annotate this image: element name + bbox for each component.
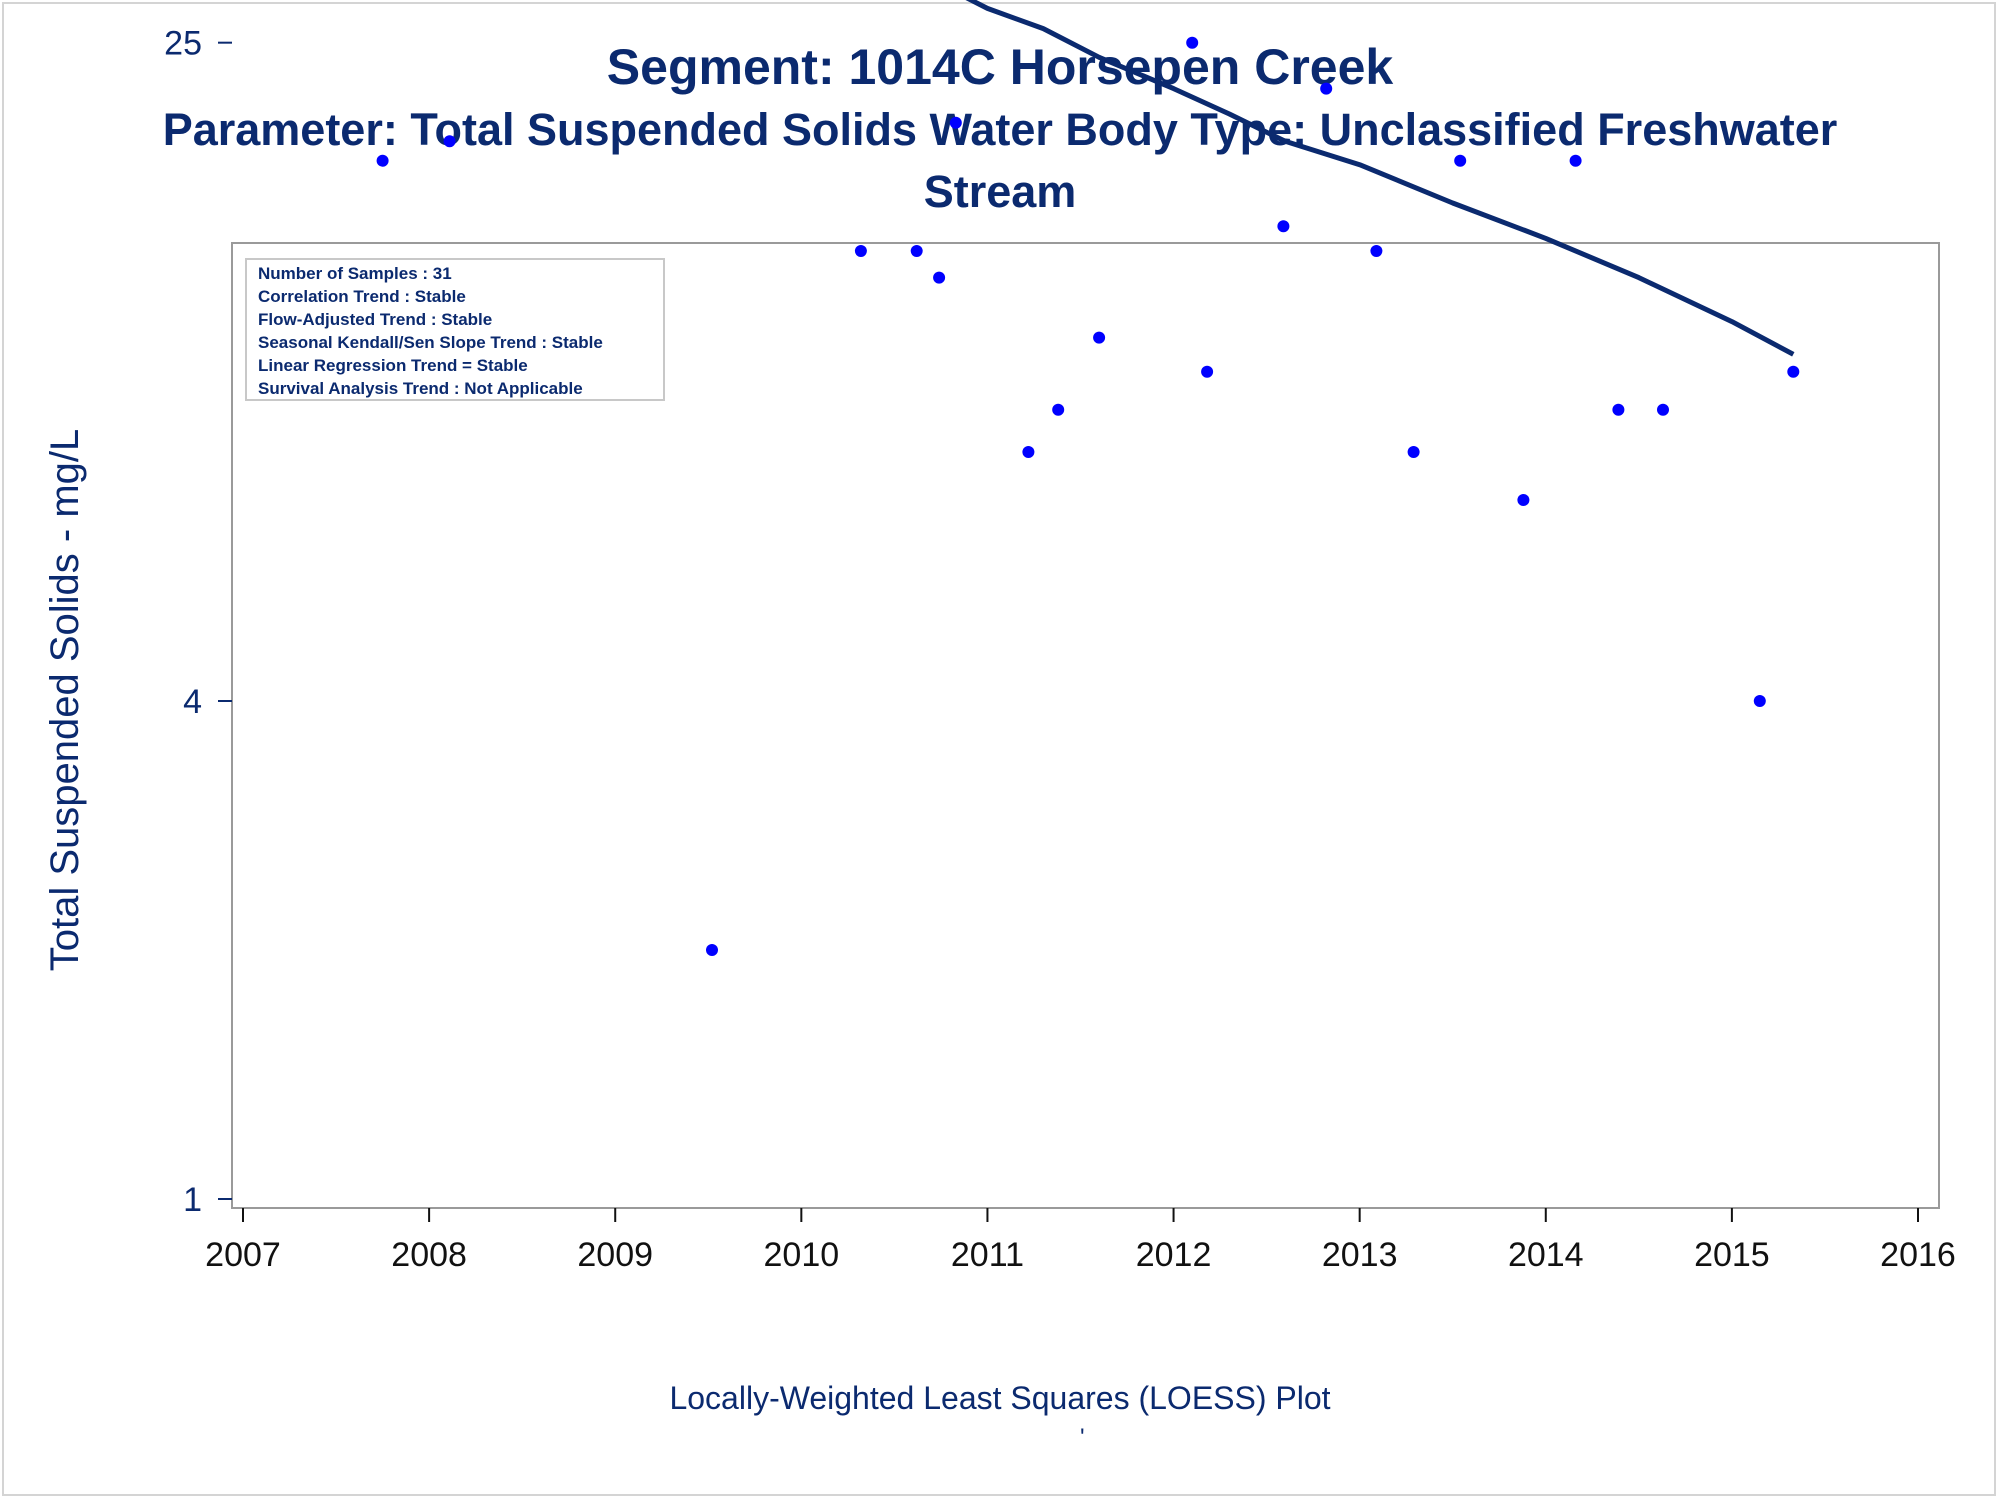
stats-sample-count: Number of Samples : 31 [258,264,452,283]
sample-point [854,245,867,257]
chart-subtitle: Parameter: Total Suspended Solids Water … [162,104,1838,155]
x-tick-label: 2014 [1508,1236,1584,1274]
x-tick-label: 2016 [1880,1236,1956,1274]
sample-points-series [376,36,1800,956]
sample-point [1787,365,1800,378]
stats-flow-adjusted-trend: Flow-Adjusted Trend : Stable [258,310,492,329]
y-tick-label: 25 [164,25,202,63]
y-tick-label: 4 [183,683,202,721]
stats-survival-analysis-trend: Survival Analysis Trend : Not Applicable [258,379,583,398]
sample-point [933,271,946,284]
sample-point [1753,695,1766,707]
sample-point [1201,365,1214,378]
sample-point [1612,403,1625,416]
sample-point [1052,403,1065,416]
sample-point [376,154,389,167]
chart-subtitle-continued: Stream [923,166,1077,217]
footnote: Locally-Weighted Least Squares (LOESS) P… [669,1380,1331,1416]
sample-point [949,116,962,129]
stats-seasonal-kendall-trend: Seasonal Kendall/Sen Slope Trend : Stabl… [258,333,603,352]
x-axis: 2007 2008 2009 2010 2011 2012 2013 2014 2015 2016 [205,1208,1956,1274]
plot-area [231,242,1940,1209]
y-axis-label: Total Suspended Solids - mg/L [43,429,87,972]
chart-title: Segment: 1014C Horsepen Creek [606,39,1394,95]
sample-point [1517,494,1530,506]
stats-correlation-trend: Correlation Trend : Stable [258,287,466,306]
sample-point [1320,82,1333,95]
x-tick-label: 2007 [205,1236,281,1274]
x-tick-label: 2011 [951,1236,1024,1274]
footnote-mark: ' [1080,1424,1085,1451]
sample-point [1569,154,1582,167]
x-tick-label: 2015 [1694,1236,1770,1274]
sample-point [1277,220,1290,233]
x-tick-label: 2009 [577,1236,653,1274]
stats-box-border [245,258,665,401]
stats-linear-regression-trend: Linear Regression Trend = Stable [258,356,528,375]
sample-point [1657,403,1669,416]
trend-stats-box: Number of Samples : 31 Correlation Trend… [245,258,665,401]
sample-point [1454,154,1467,167]
x-tick-label: 2013 [1322,1236,1398,1274]
sample-point [706,944,718,956]
y-tick-label: 1 [183,1181,202,1219]
x-tick-label: 2010 [764,1236,840,1274]
sample-point [1370,245,1383,257]
y-axis: 14255075100150225 [164,25,232,1219]
loess-line [965,0,1795,357]
sample-point [910,245,923,257]
sample-point [1186,36,1199,49]
x-tick-label: 2012 [1136,1236,1212,1274]
sample-point [1022,446,1035,458]
x-tick-label: 2008 [391,1236,467,1274]
sample-point [1407,446,1420,458]
sample-point [443,135,456,148]
loess-line-series [965,0,1795,357]
sample-point [1093,331,1106,344]
